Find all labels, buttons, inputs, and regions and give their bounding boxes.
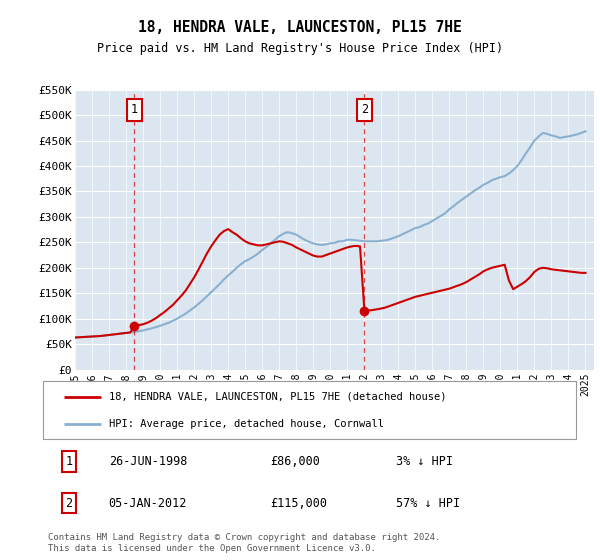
Text: Price paid vs. HM Land Registry's House Price Index (HPI): Price paid vs. HM Land Registry's House … bbox=[97, 42, 503, 55]
Text: Contains HM Land Registry data © Crown copyright and database right 2024.
This d: Contains HM Land Registry data © Crown c… bbox=[48, 533, 440, 553]
Text: 2: 2 bbox=[361, 104, 368, 116]
Text: 3% ↓ HPI: 3% ↓ HPI bbox=[397, 455, 454, 468]
Text: HPI: Average price, detached house, Cornwall: HPI: Average price, detached house, Corn… bbox=[109, 419, 384, 429]
Text: 18, HENDRA VALE, LAUNCESTON, PL15 7HE (detached house): 18, HENDRA VALE, LAUNCESTON, PL15 7HE (d… bbox=[109, 391, 446, 402]
Text: £115,000: £115,000 bbox=[270, 497, 327, 510]
Text: £86,000: £86,000 bbox=[270, 455, 320, 468]
Text: 26-JUN-1998: 26-JUN-1998 bbox=[109, 455, 187, 468]
FancyBboxPatch shape bbox=[43, 381, 576, 439]
Text: 2: 2 bbox=[65, 497, 73, 510]
Text: 1: 1 bbox=[65, 455, 73, 468]
Text: 05-JAN-2012: 05-JAN-2012 bbox=[109, 497, 187, 510]
Text: 1: 1 bbox=[131, 104, 138, 116]
Text: 57% ↓ HPI: 57% ↓ HPI bbox=[397, 497, 461, 510]
Text: 18, HENDRA VALE, LAUNCESTON, PL15 7HE: 18, HENDRA VALE, LAUNCESTON, PL15 7HE bbox=[138, 20, 462, 35]
